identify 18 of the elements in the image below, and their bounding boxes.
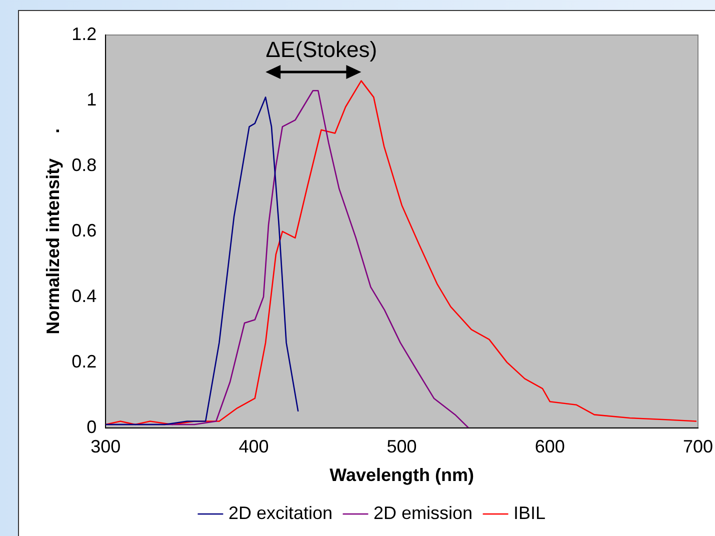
- y-axis-title: Normalized intensity .: [42, 128, 63, 334]
- x-tick-label: 500: [386, 436, 417, 457]
- x-axis-title: Wavelength (nm): [330, 465, 474, 486]
- y-tick-label: 0.6: [72, 220, 97, 240]
- legend-label: IBIL: [514, 502, 546, 523]
- legend-label: 2D emission: [374, 502, 473, 523]
- y-tick-label: 0.2: [72, 351, 97, 372]
- y-tick-label: 0.8: [72, 154, 97, 175]
- y-tick-label: 1.2: [72, 24, 97, 44]
- x-tick-label: 300: [90, 436, 121, 457]
- legend-label: 2D excitation: [228, 502, 333, 523]
- x-tick-label: 700: [682, 436, 714, 457]
- x-tick-label: 400: [238, 436, 269, 457]
- y-tick-label: 1: [86, 89, 97, 110]
- y-tick-label: 0: [86, 416, 97, 437]
- annotation: ΔE(Stokes): [266, 37, 378, 62]
- x-tick-label: 600: [534, 436, 565, 457]
- y-tick-label: 0.4: [72, 286, 97, 306]
